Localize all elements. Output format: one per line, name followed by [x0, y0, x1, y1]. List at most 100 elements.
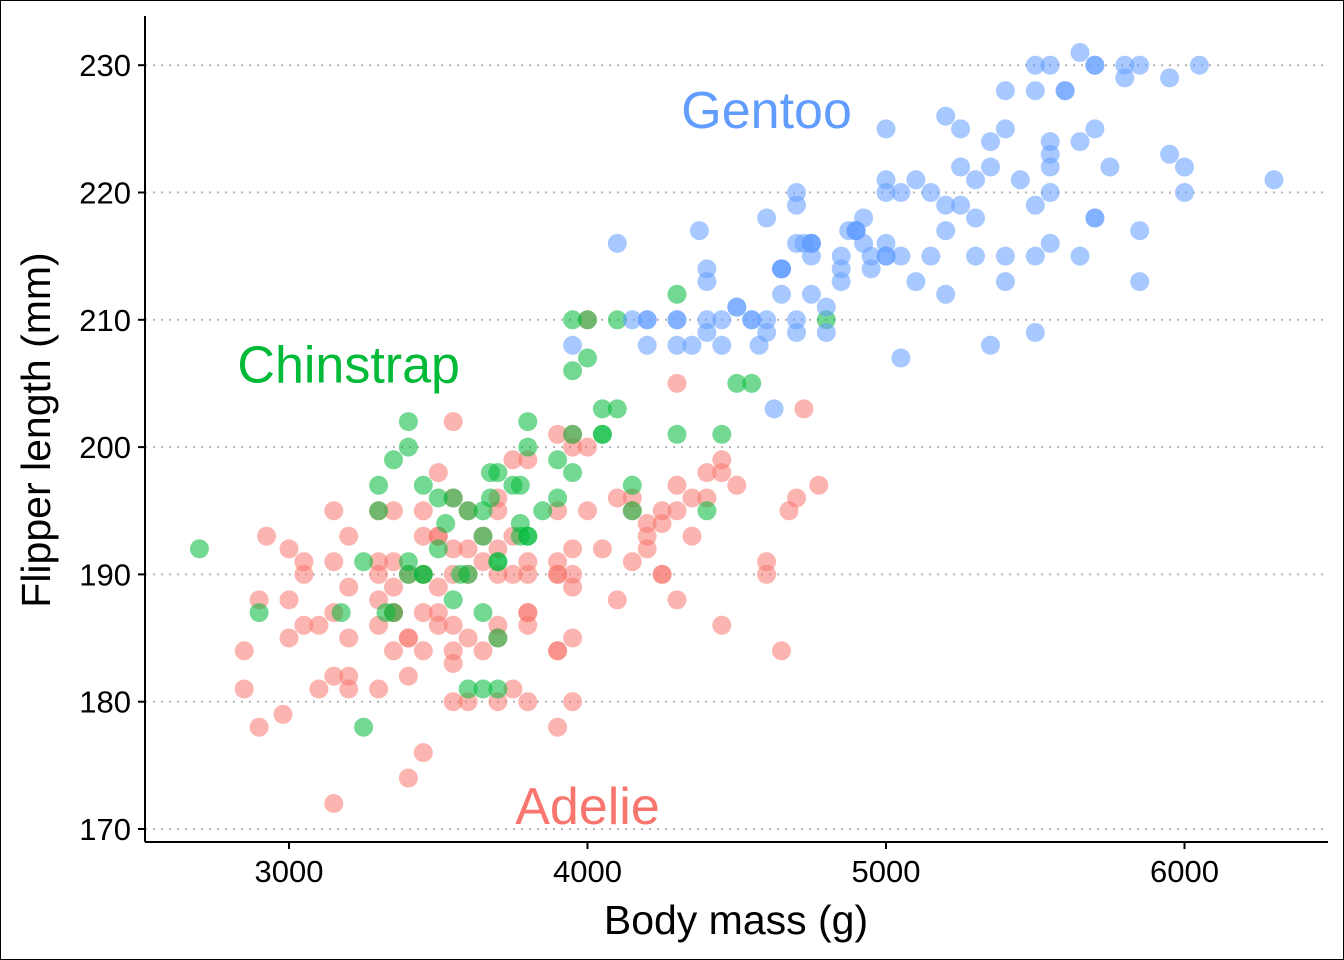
point-adelie-87 — [384, 501, 403, 521]
point-chinstrap-42 — [548, 488, 568, 508]
point-adelie-73 — [384, 552, 403, 572]
point-chinstrap-46 — [563, 361, 583, 381]
point-gentoo-96 — [1085, 119, 1105, 139]
x-tick-label-4000: 4000 — [553, 854, 622, 889]
point-gentoo-105 — [1160, 68, 1180, 88]
point-adelie-50 — [279, 590, 299, 610]
point-chinstrap-2 — [331, 603, 351, 623]
point-chinstrap-27 — [481, 488, 500, 508]
y-tick-label-180: 180 — [79, 685, 131, 720]
point-adelie-129 — [772, 641, 791, 661]
point-gentoo-14 — [712, 310, 732, 330]
point-adelie-115 — [727, 475, 747, 495]
point-adelie-131 — [787, 488, 806, 508]
point-gentoo-22 — [764, 399, 784, 419]
point-adelie-4 — [273, 704, 293, 724]
point-adelie-106 — [592, 539, 612, 559]
point-adelie-18 — [234, 641, 254, 661]
point-gentoo-104 — [1130, 272, 1150, 292]
point-adelie-37 — [443, 641, 463, 661]
point-chinstrap-24 — [458, 501, 478, 521]
point-chinstrap-49 — [578, 348, 597, 368]
point-gentoo-2 — [622, 310, 642, 330]
point-chinstrap-54 — [622, 501, 642, 521]
point-adelie-17 — [563, 692, 583, 712]
x-tick-label-5000: 5000 — [852, 854, 921, 889]
point-gentoo-111 — [801, 233, 821, 253]
point-chinstrap-65 — [488, 552, 508, 572]
point-adelie-29 — [294, 615, 314, 635]
point-gentoo-90 — [1055, 81, 1075, 101]
point-gentoo-12 — [697, 272, 717, 292]
point-chinstrap-25 — [473, 526, 493, 546]
point-gentoo-57 — [906, 170, 926, 190]
point-adelie-83 — [563, 539, 583, 559]
point-gentoo-101 — [1115, 68, 1135, 88]
point-chinstrap-43 — [548, 450, 568, 470]
point-chinstrap-11 — [398, 437, 418, 457]
data-points — [189, 43, 1284, 813]
point-gentoo-116 — [727, 297, 747, 317]
point-adelie-72 — [369, 552, 389, 572]
point-gentoo-82 — [1025, 323, 1045, 342]
point-gentoo-113 — [846, 221, 866, 241]
point-gentoo-15 — [712, 335, 732, 355]
point-adelie-76 — [443, 539, 463, 559]
point-gentoo-37 — [816, 323, 836, 342]
point-adelie-104 — [607, 488, 627, 508]
point-gentoo-54 — [891, 246, 911, 266]
point-adelie-118 — [667, 590, 687, 610]
point-chinstrap-67 — [413, 564, 433, 584]
x-axis-title: Body mass (g) — [604, 897, 868, 943]
point-adelie-100 — [443, 412, 463, 432]
point-chinstrap-51 — [592, 399, 612, 419]
y-axis-title: Flipper length (mm) — [13, 252, 59, 607]
point-chinstrap-9 — [384, 450, 403, 470]
series-label-gentoo: Gentoo — [681, 82, 852, 140]
point-adelie-69 — [294, 552, 314, 572]
point-gentoo-98 — [1085, 208, 1105, 228]
point-chinstrap-13 — [398, 564, 418, 584]
point-adelie-135 — [667, 373, 687, 393]
series-label-adelie: Adelie — [515, 778, 660, 836]
point-gentoo-83 — [1040, 55, 1060, 75]
point-gentoo-91 — [1070, 43, 1090, 62]
point-gentoo-115 — [742, 310, 762, 330]
series-labels: Adelie Chinstrap Gentoo — [237, 82, 851, 836]
point-adelie-122 — [652, 501, 672, 521]
point-chinstrap-48 — [578, 310, 597, 330]
x-tick-label-6000: 6000 — [1150, 854, 1219, 889]
point-adelie-8 — [324, 666, 344, 686]
y-tick-label-190: 190 — [79, 557, 131, 592]
point-gentoo-109 — [1189, 55, 1209, 75]
point-gentoo-60 — [936, 106, 956, 126]
point-gentoo-1 — [607, 233, 627, 253]
point-adelie-82 — [548, 552, 568, 572]
point-gentoo-103 — [1130, 221, 1150, 241]
point-adelie-111 — [682, 488, 702, 508]
point-gentoo-6 — [667, 335, 687, 355]
point-gentoo-87 — [1040, 183, 1060, 202]
point-adelie-127 — [757, 564, 777, 584]
point-chinstrap-66 — [458, 564, 478, 584]
point-gentoo-30 — [787, 195, 806, 215]
point-gentoo-107 — [1175, 157, 1194, 177]
point-adelie-15 — [503, 679, 523, 699]
point-adelie-93 — [578, 501, 597, 521]
point-adelie-27 — [563, 628, 583, 648]
point-gentoo-59 — [921, 183, 941, 202]
point-adelie-20 — [384, 641, 403, 661]
point-gentoo-67 — [966, 170, 985, 190]
point-chinstrap-1 — [249, 603, 269, 623]
point-chinstrap-0 — [189, 539, 209, 559]
point-adelie-38 — [458, 628, 478, 648]
y-tick-label-230: 230 — [79, 48, 131, 83]
point-gentoo-112 — [876, 246, 896, 266]
point-chinstrap-57 — [667, 424, 687, 444]
point-adelie-124 — [667, 475, 687, 495]
point-chinstrap-64 — [518, 526, 538, 546]
point-adelie-125 — [712, 450, 732, 470]
point-gentoo-40 — [831, 259, 851, 279]
point-adelie-133 — [794, 399, 814, 419]
point-gentoo-8 — [682, 335, 702, 355]
